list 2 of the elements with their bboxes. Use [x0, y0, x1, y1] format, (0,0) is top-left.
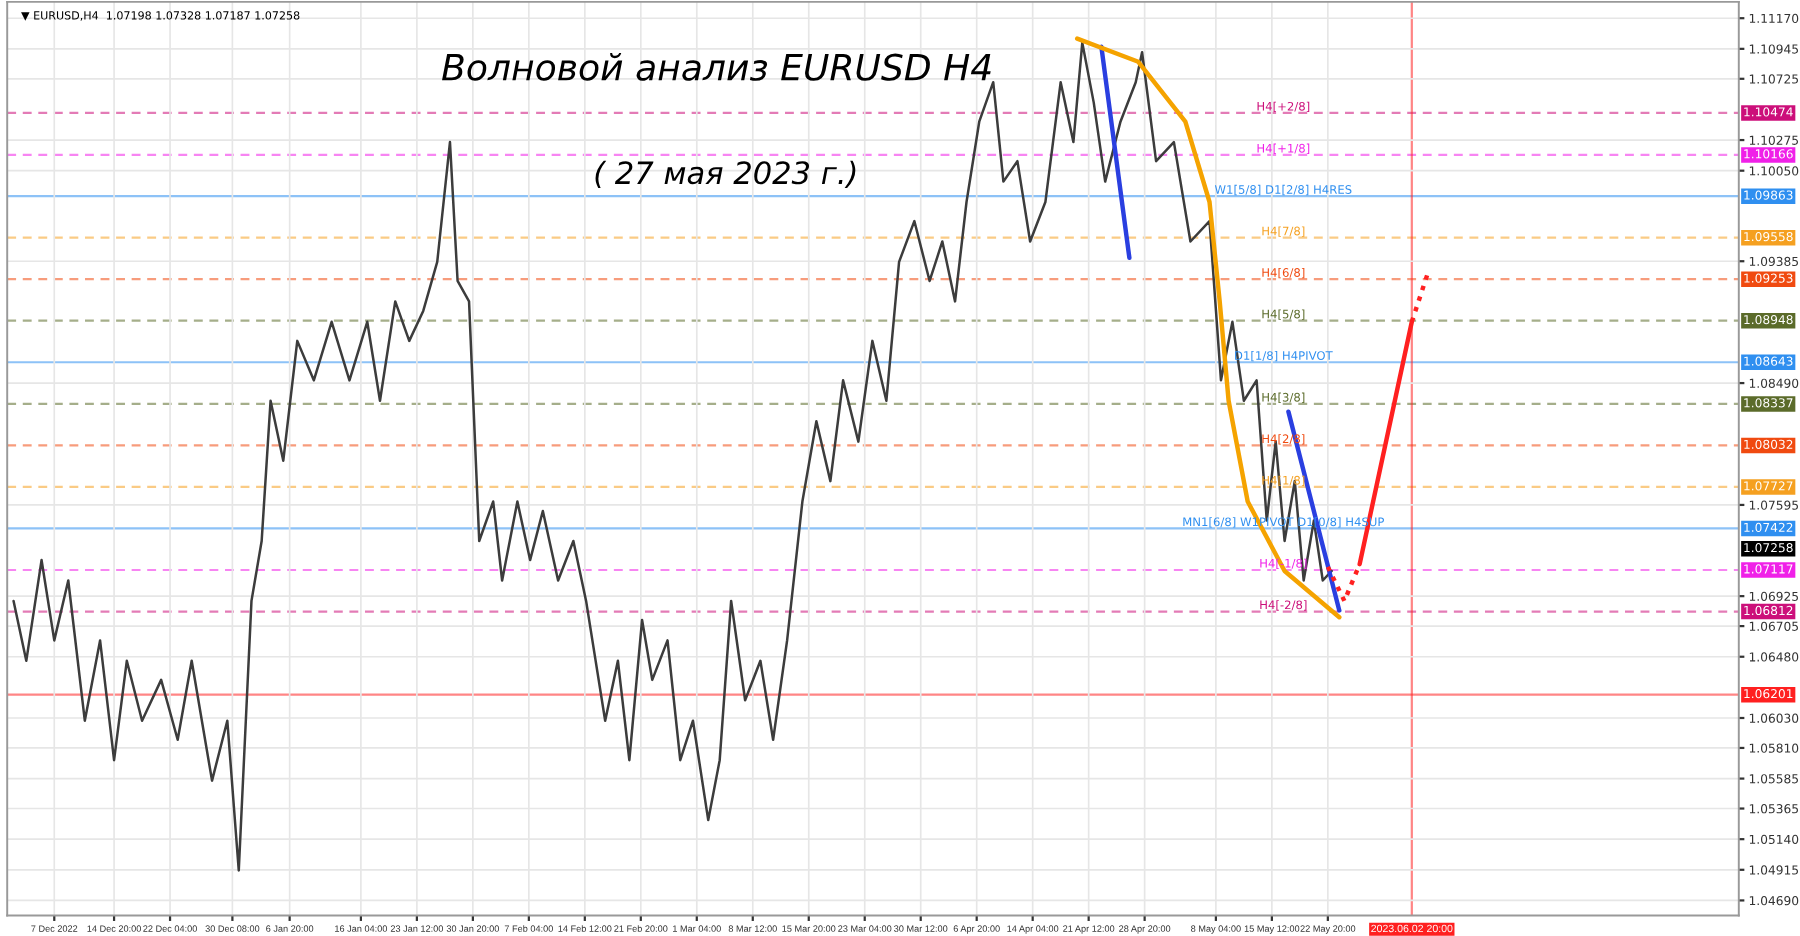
text: ( 27 мая 2023 г.) [595, 160, 856, 188]
text: Волновой анализ EURUSD H4 [442, 53, 991, 81]
